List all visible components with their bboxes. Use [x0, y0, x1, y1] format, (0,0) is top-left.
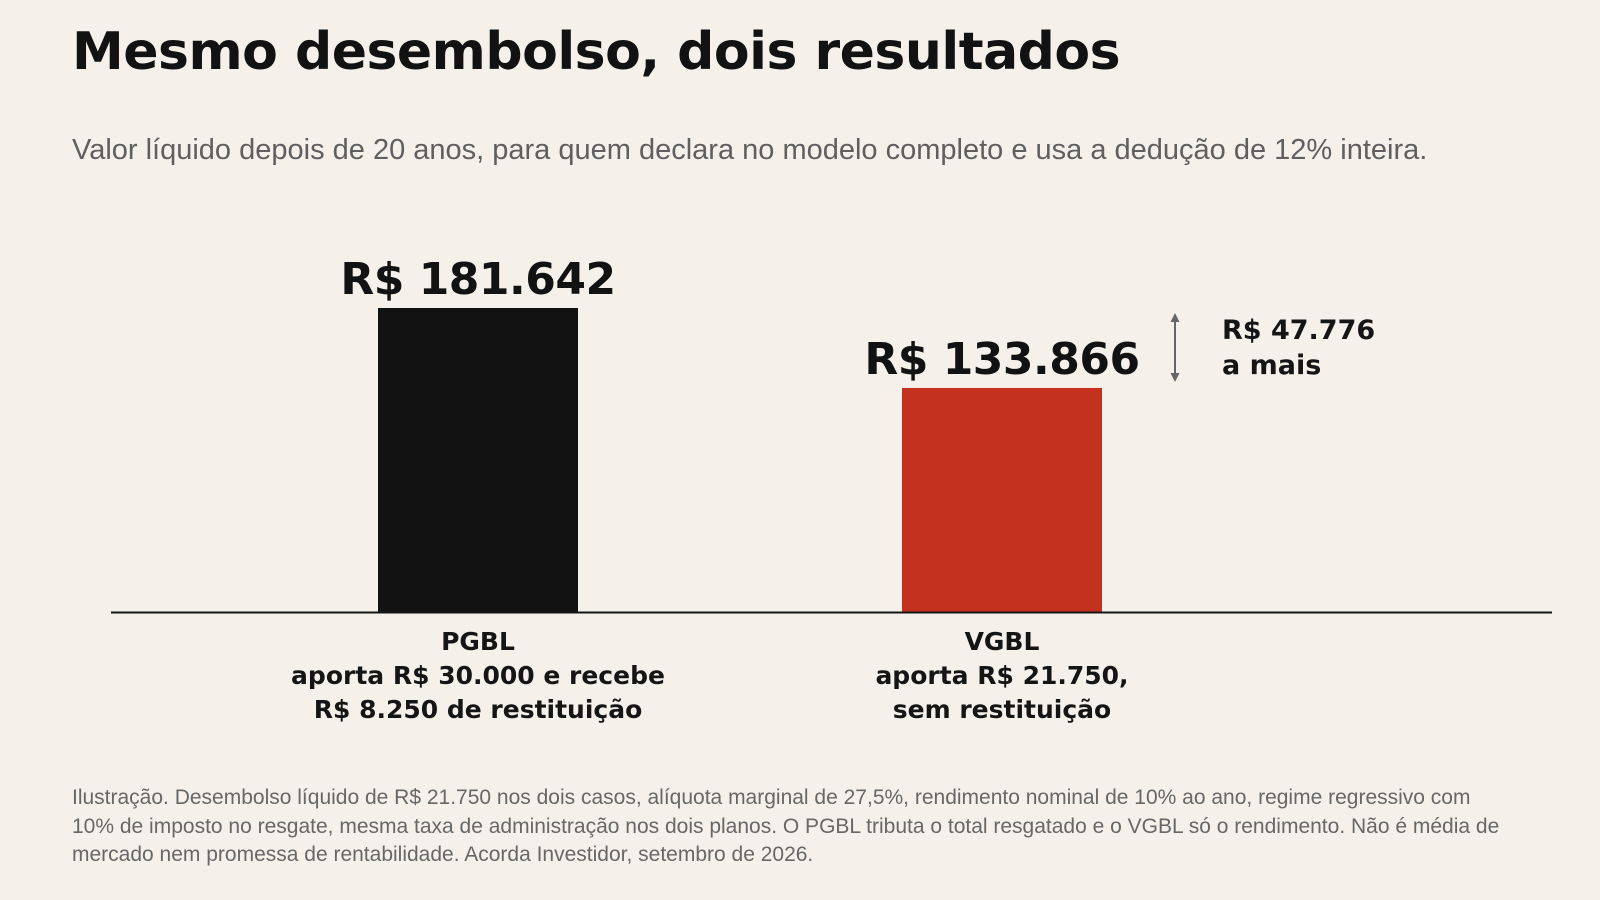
bar-vgbl — [902, 387, 1102, 612]
category-label-pgbl: PGBL — [441, 627, 515, 656]
bar-pgbl — [378, 308, 578, 612]
difference-arrow-head-down — [1170, 372, 1180, 382]
category-label-vgbl: VGBL — [965, 627, 1040, 656]
difference-arrow-head-up — [1170, 313, 1180, 322]
chart-subtitle: Valor líquido depois de 20 anos, para qu… — [72, 134, 1428, 166]
bar-chart: R$ 181.642 R$ 133.866 PGBL aporta R$ 30.000… — [111, 254, 1552, 724]
category-detail-vgbl-1: aporta R$ 21.750, — [875, 661, 1128, 690]
category-detail-pgbl-1: aporta R$ 30.000 e recebe — [291, 661, 665, 690]
value-label-vgbl: R$ 133.866 — [864, 334, 1139, 385]
category-detail-vgbl-2: sem restituição — [893, 695, 1111, 724]
footnote: Ilustração. Desembolso líquido de R$ 21.… — [72, 786, 1500, 866]
category-detail-pgbl-2: R$ 8.250 de restituição — [314, 695, 643, 724]
chart-title: Mesmo desembolso, dois resultados — [72, 22, 1121, 82]
difference-label-2: a mais — [1222, 350, 1321, 381]
value-label-pgbl: R$ 181.642 — [340, 254, 615, 305]
difference-label-1: R$ 47.776 — [1222, 315, 1375, 346]
